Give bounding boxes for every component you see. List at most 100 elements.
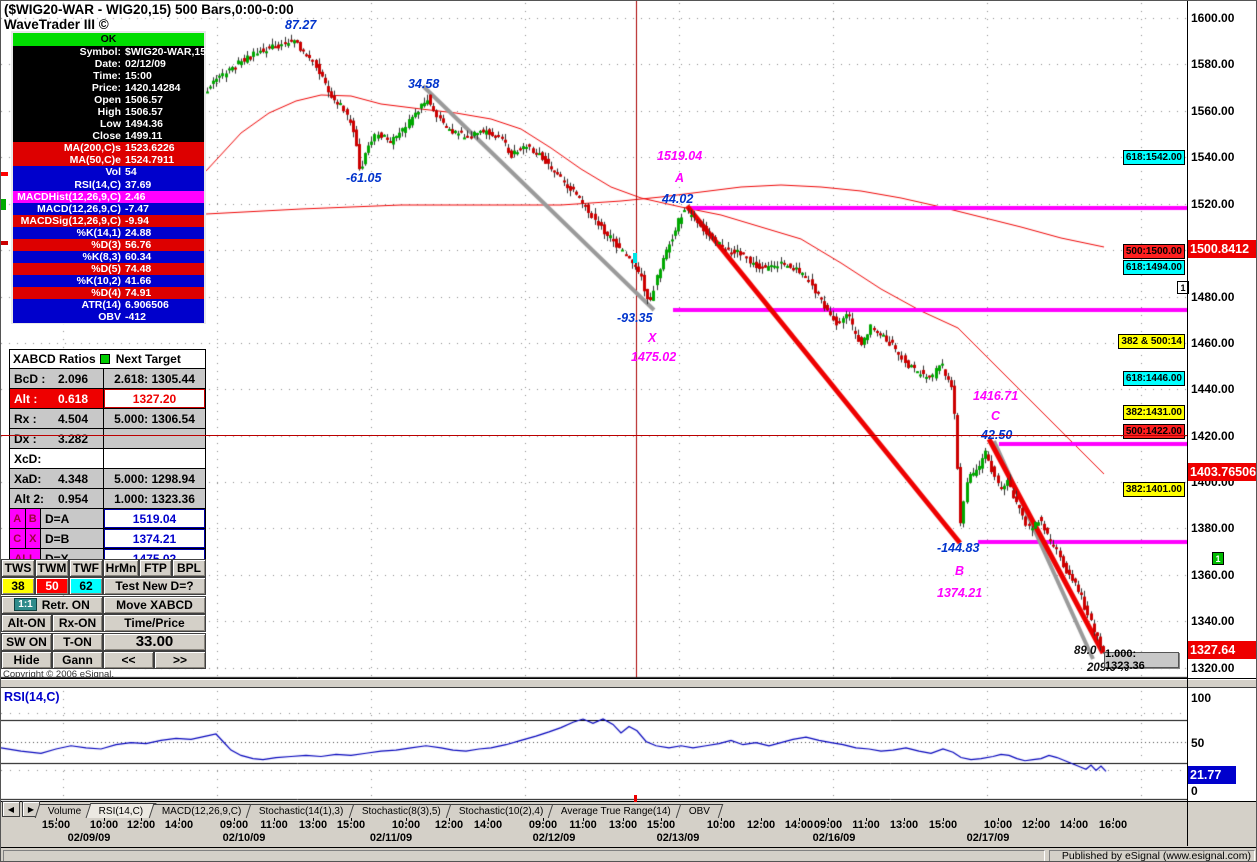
date-label: 02/11/09 [369,832,413,844]
quote-row-label: %K(14,1) [76,226,121,239]
time-tick [866,818,867,821]
button-time-price[interactable]: Time/Price [103,614,206,633]
point-chip-b[interactable]: B [25,509,40,528]
button-38[interactable]: 38 [1,577,35,596]
quote-row-value: 02/12/09 [125,58,166,71]
tab-obv[interactable]: OBV [675,804,724,818]
quote-row-label: Price: [91,82,121,95]
quote-row-value: 54 [125,166,137,179]
quote-row: RSI(14,C) 37.69 [13,178,204,191]
point-chip-c[interactable]: C [10,529,26,548]
quote-row: MACDHist(12,26,9,C) 2.46 [13,190,204,203]
tab-average-true-range-14-[interactable]: Average True Range(14) [547,804,685,818]
time-label: 16:00 [1098,819,1128,831]
swing-label: C [991,409,1001,423]
fib-level-tag: 500:1422.00 [1122,424,1185,439]
button-move-xabcd[interactable]: Move XABCD [103,595,206,614]
button--[interactable]: >> [154,650,206,669]
time-label: 11:00 [569,819,597,831]
button-50[interactable]: 50 [35,577,69,596]
tab-rsi-14-c-[interactable]: RSI(14,C) [85,803,158,818]
point-value: 1374.21 [104,529,205,548]
quote-row: %K(10,2) 41.66 [13,274,204,287]
button-test-new-d-[interactable]: Test New D=? [103,577,206,596]
xabcd-header: XABCD Ratios Next Target [10,350,205,369]
tab-macd-12-26-9-c-[interactable]: MACD(12,26,9,C) [148,804,255,818]
rsi-tick-label: 100 [1191,691,1212,705]
swing-label: -144.83 [937,541,980,555]
date-label: 02/12/09 [532,832,576,844]
price-tag: 21.77 [1188,766,1236,784]
ratio-name: Alt : [14,391,38,406]
tab-stochastic-10-2-4-[interactable]: Stochastic(10(2),4) [445,804,557,818]
point-chip-x[interactable]: X [25,529,40,548]
swing-label: 1416.71 [973,389,1019,403]
quote-row-value: -7.47 [125,202,149,215]
button-gann[interactable]: Gann [52,650,103,669]
tab-stochastic-14-1-3-[interactable]: Stochastic(14(1),3) [246,804,358,818]
quote-row: High 1506.57 [13,106,204,119]
ratio-name: XaD: [14,471,42,486]
date-label: 02/10/09 [222,832,266,844]
quote-row: Open 1506.57 [13,94,204,107]
button-bpl[interactable]: BPL [172,559,206,577]
quote-row: MA(200,C)s 1523.6226 [13,142,204,155]
rsi-tick-label: 50 [1191,736,1205,750]
chart-marker-flag: 1 [1177,281,1189,294]
button-hrmn[interactable]: HrMn [103,559,139,577]
quote-row: %K(14,1) 24.88 [13,226,204,239]
price-tick-label: 1560.00 [1191,104,1235,118]
button-62[interactable]: 62 [69,577,103,596]
time-label: 11:00 [852,819,880,831]
quote-row-label: High [97,106,121,119]
time-label: 12:00 [746,819,776,831]
button-retr-on[interactable]: 1:1 Retr. ON [1,595,103,614]
xabcd-row: Alt 2: 0.954 1.000: 1323.36 [10,489,205,509]
price-tick-label: 1360.00 [1191,568,1235,582]
quote-row-label: %D(3) [91,238,121,251]
pane-splitter[interactable] [1,678,1256,688]
tab-stochastic-8-3-5-[interactable]: Stochastic(8(3),5) [348,804,454,818]
quote-row: Date: 02/12/09 [13,58,204,71]
ratio-cell: Rx : 4.504 [10,409,104,428]
control-row: 38 50 62 Test New D=? [1,577,206,596]
xabcd-header-right: Next Target [115,352,181,366]
time-label: 10:00 [983,819,1013,831]
fib-level-tag: 382:1431.00 [1122,405,1185,420]
quote-row-label: Open [94,94,121,107]
button-twm[interactable]: TWM [35,559,69,577]
time-tick [661,818,662,821]
price-tick-label: 1580.00 [1191,57,1235,71]
ratio-value: 0.618 [58,391,89,406]
point-chip-a[interactable]: A [10,509,26,528]
tab-scroll-left-button[interactable]: ◀ [2,801,20,817]
button-ftp[interactable]: FTP [139,559,172,577]
ratio-value: 0.954 [58,491,89,506]
quote-row-value: 1506.57 [125,94,163,107]
button-twf[interactable]: TWF [69,559,103,577]
time-label: 15:00 [646,819,676,831]
button-alt-on[interactable]: Alt-ON [1,614,52,633]
target-cell: 1327.20 [104,389,205,408]
button-tws[interactable]: TWS [1,559,35,577]
button-hide[interactable]: Hide [1,650,52,669]
button-rx-on[interactable]: Rx-ON [52,614,103,633]
point-value: 1519.04 [104,509,205,528]
ratio-cell: XcD: [10,449,104,468]
quote-row-label: MACD(12,26,9,C) [36,202,121,215]
button-t-on[interactable]: T-ON [52,632,103,651]
tab-label: Stochastic(14(1),3) [259,806,344,817]
date-label: 02/13/09 [656,832,700,844]
quote-row: ATR(14) 6.906506 [13,298,204,312]
time-label: 12:00 [434,819,464,831]
button-sw-on[interactable]: SW ON [1,632,52,651]
button--[interactable]: << [103,650,154,669]
price-tick-label: 1540.00 [1191,150,1235,164]
quote-row-label: MACDHist(12,26,9,C) [17,190,121,203]
price-tick-label: 1600.00 [1191,11,1235,25]
time-tick [104,818,105,821]
time-tick [904,818,905,821]
price-axis[interactable]: 1600.00 1580.00 1560.00 1540.00 1520.00 1500.… [1187,1,1256,801]
time-tick [351,818,352,821]
button-33-00[interactable]: 33.00 [103,632,206,651]
